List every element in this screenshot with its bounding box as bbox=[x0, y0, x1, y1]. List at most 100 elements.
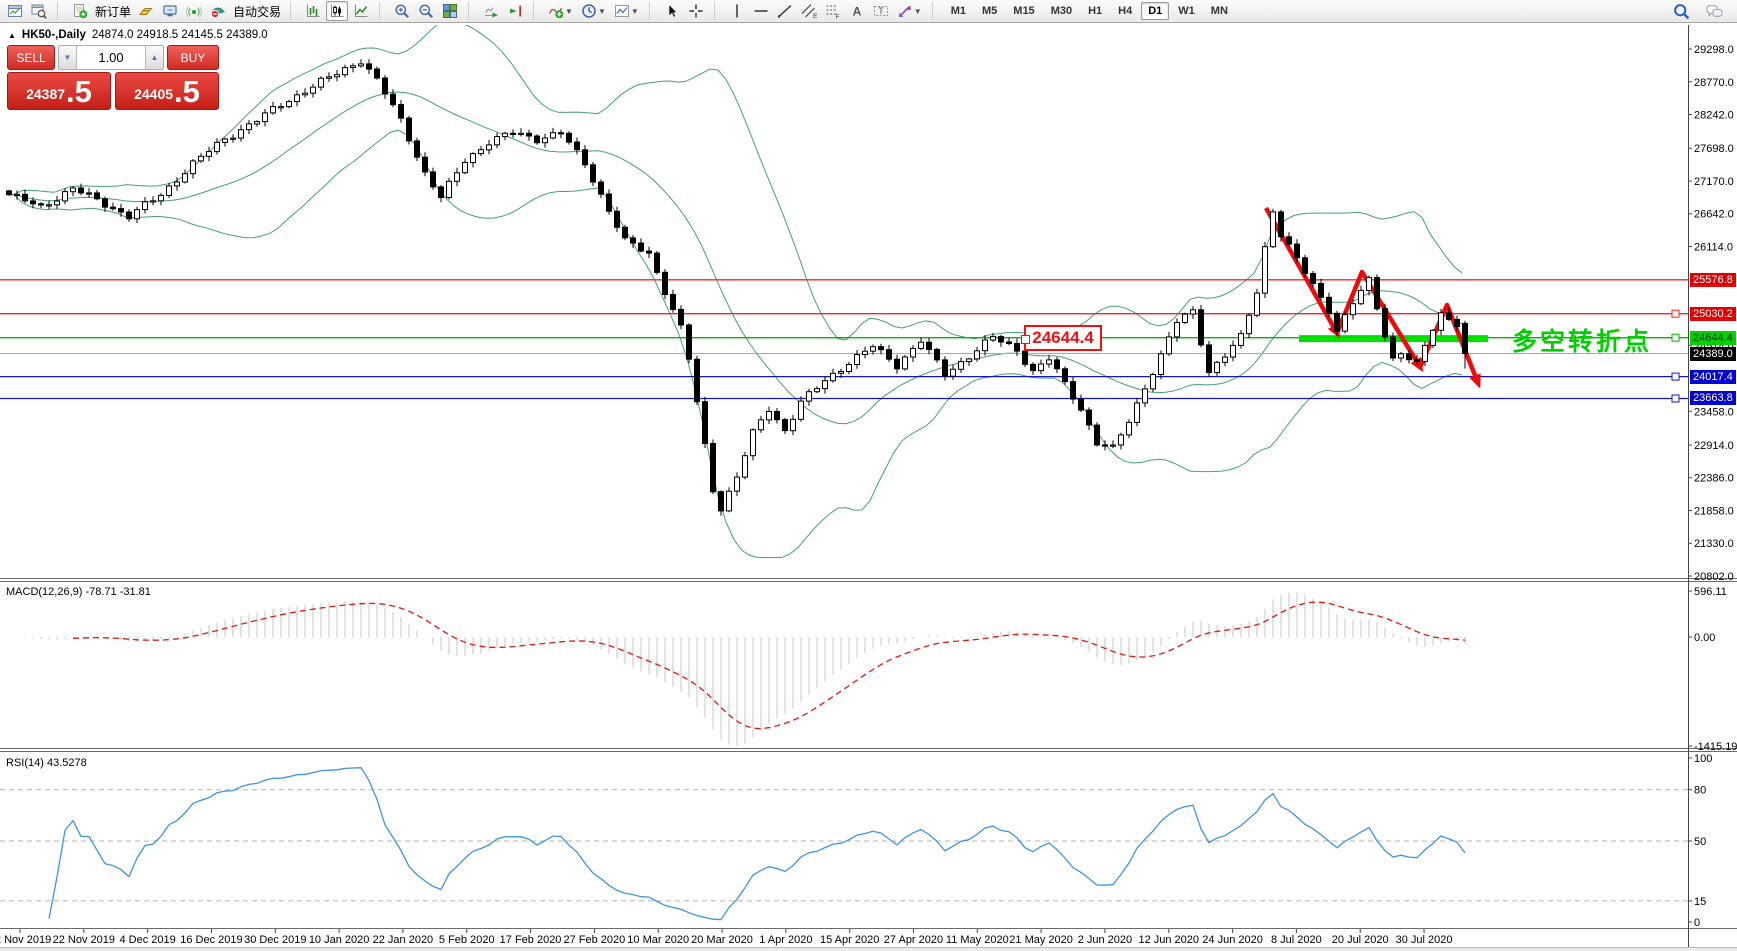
price-label-25030.2: 25030.2 bbox=[1690, 306, 1736, 321]
volume-input[interactable] bbox=[77, 49, 145, 66]
chat-button[interactable] bbox=[1703, 1, 1726, 21]
symbol-title: HK50-,Daily bbox=[21, 29, 86, 41]
price-tick: 26642.0 bbox=[1694, 209, 1734, 221]
new-order-label[interactable]: 新订单 bbox=[95, 4, 132, 19]
signal-icon bbox=[186, 3, 203, 19]
arrows-button[interactable]: ▼ bbox=[894, 1, 925, 21]
macd-tick: 596.11 bbox=[1694, 586, 1727, 598]
svg-text:E: E bbox=[813, 13, 817, 19]
date-label: 10 Jan 2020 bbox=[308, 934, 370, 946]
volume-decrease-icon[interactable]: ▼ bbox=[59, 46, 77, 69]
bollinger-upper bbox=[5, 25, 1463, 341]
timeframe-m5[interactable]: M5 bbox=[982, 5, 998, 17]
zoom-out-button[interactable] bbox=[415, 1, 437, 21]
buy-button[interactable]: BUY bbox=[167, 45, 219, 70]
autotrading-label[interactable]: 自动交易 bbox=[233, 4, 282, 19]
macd-tick: 0.00 bbox=[1694, 632, 1715, 644]
timeframe-m15[interactable]: M15 bbox=[1013, 5, 1035, 17]
line-handle[interactable] bbox=[1671, 372, 1680, 381]
sell-price: 24387 bbox=[26, 86, 66, 102]
auto-scroll-button[interactable] bbox=[480, 1, 502, 21]
zoomin-icon bbox=[394, 3, 410, 19]
timeframe-d1[interactable]: D1 bbox=[1141, 2, 1170, 20]
date-label: 8 Jul 2020 bbox=[1271, 934, 1322, 946]
timeframe-h4[interactable]: H4 bbox=[1118, 5, 1133, 17]
chart-shift-button[interactable] bbox=[504, 1, 526, 21]
timeframe-h1[interactable]: H1 bbox=[1088, 5, 1103, 17]
support-price-box[interactable]: 24644.4 bbox=[1021, 325, 1102, 351]
date-label: 10 Mar 2020 bbox=[627, 934, 690, 946]
price-tick: 21330.0 bbox=[1694, 538, 1734, 550]
svg-text:T: T bbox=[878, 6, 884, 16]
dropdown-caret-icon[interactable]: ▼ bbox=[597, 6, 606, 16]
gold-button[interactable] bbox=[135, 1, 157, 21]
toolbar: 新订单 自动交易 ▼ ▼ ▼ E F A T ▼ M1 M5 M15 M30 H1 H4 D1 W1 MN bbox=[0, 0, 1737, 23]
date-label: 30 Jul 2020 bbox=[1395, 934, 1453, 946]
timeframe-w1[interactable]: W1 bbox=[1178, 5, 1195, 17]
date-label: 22 Nov 2019 bbox=[52, 934, 116, 946]
fibonacci-button[interactable]: F bbox=[822, 1, 844, 21]
date-label: 1 Apr 2020 bbox=[759, 934, 813, 946]
price-tick: 23458.0 bbox=[1694, 406, 1734, 418]
autotrading-button[interactable] bbox=[207, 1, 229, 21]
timeframe-m30[interactable]: M30 bbox=[1050, 5, 1073, 17]
turning-point-text[interactable]: 多空转折点 bbox=[1512, 328, 1653, 356]
date-label: 20 Jul 2020 bbox=[1331, 934, 1389, 946]
bar-chart-mode-button[interactable] bbox=[302, 1, 324, 21]
horizontal-line-button[interactable] bbox=[750, 1, 772, 21]
bars-icon bbox=[305, 3, 321, 19]
timeframe-mn[interactable]: MN bbox=[1210, 5, 1228, 17]
line-mode-button[interactable] bbox=[350, 1, 372, 21]
crosshair-icon bbox=[688, 3, 704, 19]
sell-price-button[interactable]: 24387 .5 bbox=[7, 72, 111, 110]
sell-button[interactable]: SELL bbox=[7, 45, 55, 70]
cursor-button[interactable] bbox=[661, 1, 683, 21]
tile-windows-button[interactable] bbox=[439, 1, 461, 21]
price-tick: 20802.0 bbox=[1694, 571, 1734, 583]
search-button[interactable] bbox=[1670, 1, 1693, 21]
equidistant-channel-button[interactable]: E bbox=[798, 1, 820, 21]
new-order-button[interactable] bbox=[69, 1, 91, 21]
ohlc-values: 24874.0 24918.5 24145.5 24389.0 bbox=[91, 29, 268, 41]
templates-button[interactable]: ▼ bbox=[611, 1, 642, 21]
zoomout-icon bbox=[418, 3, 434, 19]
candle-mode-button[interactable] bbox=[326, 1, 349, 21]
crosshair-button[interactable] bbox=[685, 1, 707, 21]
dropdown-caret-icon[interactable]: ▼ bbox=[565, 6, 573, 16]
toolbar-separator bbox=[290, 2, 296, 20]
price-tick: 28770.0 bbox=[1694, 77, 1734, 89]
indicators-button[interactable]: ▼ bbox=[545, 1, 576, 21]
date-label: 24 Jun 2020 bbox=[1202, 934, 1263, 946]
buy-price-button[interactable]: 24405 .5 bbox=[115, 72, 219, 110]
trend-zigzag-arrow[interactable] bbox=[1264, 206, 1481, 384]
timeframe-m1[interactable]: M1 bbox=[950, 5, 966, 17]
text-button[interactable]: A bbox=[846, 1, 868, 21]
collapse-panel-icon[interactable]: ▲ bbox=[8, 30, 16, 40]
vertical-line-button[interactable] bbox=[726, 1, 748, 21]
line-handle[interactable] bbox=[1671, 394, 1680, 403]
periods-button[interactable]: ▼ bbox=[578, 1, 609, 21]
new-chart-button[interactable] bbox=[4, 1, 26, 21]
line-handle[interactable] bbox=[1671, 309, 1680, 318]
trendline-button[interactable] bbox=[774, 1, 796, 21]
dropdown-caret-icon[interactable]: ▼ bbox=[913, 6, 922, 16]
price-tick: 28242.0 bbox=[1694, 110, 1734, 122]
svg-text:F: F bbox=[835, 14, 839, 20]
market-watch-button[interactable] bbox=[159, 1, 181, 21]
zoom-in-button[interactable] bbox=[391, 1, 413, 21]
line-handle[interactable] bbox=[1671, 333, 1680, 342]
price-tick: 26114.0 bbox=[1694, 242, 1733, 254]
svg-text:A: A bbox=[852, 5, 861, 19]
dropdown-caret-icon[interactable]: ▼ bbox=[630, 6, 639, 16]
text-label-button[interactable]: T bbox=[870, 1, 892, 21]
date-label: 30 Dec 2019 bbox=[244, 934, 307, 946]
data-window-button[interactable] bbox=[28, 1, 50, 21]
rsi-line bbox=[48, 767, 1466, 921]
channel-icon: E bbox=[801, 3, 817, 19]
signals-button[interactable] bbox=[183, 1, 205, 21]
date-label: 2 Jun 2020 bbox=[1077, 934, 1133, 946]
date-label: 15 Apr 2020 bbox=[819, 934, 880, 946]
chart-header: ▲ HK50-,Daily 24874.0 24918.5 24145.5 24… bbox=[8, 29, 268, 41]
volume-increase-icon[interactable]: ▲ bbox=[145, 46, 163, 69]
